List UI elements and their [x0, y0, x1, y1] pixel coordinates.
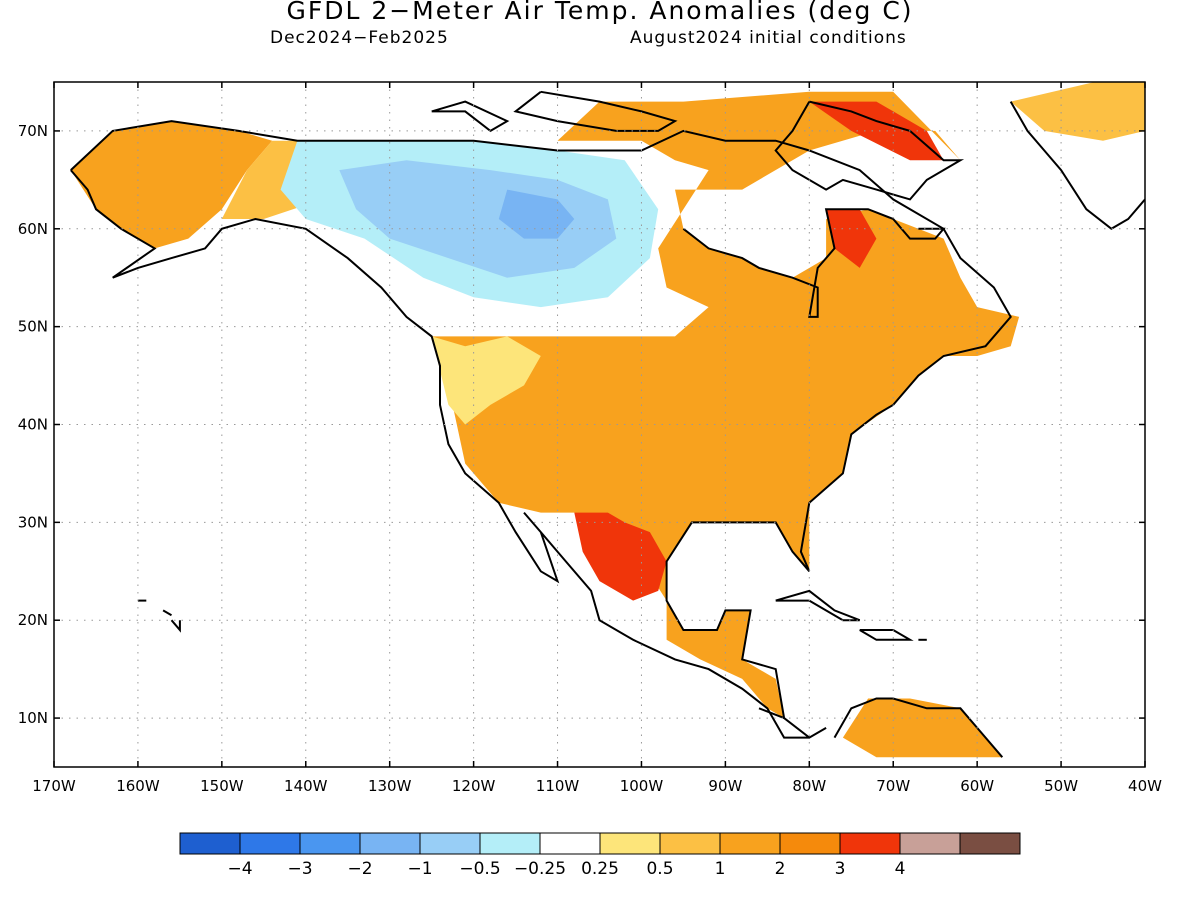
coastline-segment	[775, 589, 861, 622]
lon-tick-label: 120W	[452, 777, 496, 795]
lat-tick-label: 20N	[18, 611, 48, 629]
colorbar-swatch	[479, 832, 541, 855]
anomaly-region-warm_2_3	[826, 209, 877, 268]
coastline-segment	[758, 707, 785, 720]
lon-tick-label: 170W	[32, 777, 76, 795]
coastline-segment	[513, 90, 678, 132]
colorbar-swatch	[599, 832, 661, 855]
coastline-segment	[170, 619, 181, 633]
anomaly-region-cool_05_1	[339, 160, 617, 278]
colorbar-swatch	[839, 832, 901, 855]
anomaly-region-warm_2_3	[574, 512, 667, 601]
lon-tick-label: 100W	[620, 777, 664, 795]
colorbar-label: −1	[407, 859, 432, 879]
anomaly-region-warm_1_2	[842, 698, 1003, 758]
colorbar-swatch	[299, 832, 361, 855]
lat-tick-label: 30N	[18, 513, 48, 531]
axis-tick-labels: 70N 60N 50N 40N 30N 20N 10N 170W 160W 150W 140W 130…	[18, 82, 1162, 795]
lon-tick-label: 130W	[368, 777, 412, 795]
coastline-segment	[70, 120, 1012, 739]
colorbar-label: 0.5	[646, 859, 673, 879]
anomaly-region-warm_2_3	[809, 101, 944, 161]
colorbar-label: 2	[775, 859, 786, 879]
colorbar-swatch	[539, 832, 601, 855]
lat-tick-label: 40N	[18, 416, 48, 434]
lon-tick-label: 60W	[960, 777, 994, 795]
colorbar-label: −0.25	[514, 859, 566, 879]
lon-tick-label: 90W	[708, 777, 742, 795]
forecast-period: Dec2024−Feb2025	[270, 28, 449, 48]
colorbar-label: −3	[287, 859, 312, 879]
coastline-segment	[682, 208, 946, 318]
anomaly-region-warm_05_1	[1010, 82, 1145, 141]
lat-tick-label: 50N	[18, 318, 48, 336]
lon-tick-label: 110W	[536, 777, 580, 795]
coastline-segment	[431, 100, 510, 133]
colorbar-swatch	[239, 832, 301, 855]
colorbar-swatch	[419, 832, 481, 855]
anomaly-region-cool_1_2	[498, 189, 575, 239]
lon-tick-label: 140W	[284, 777, 328, 795]
lon-tick-label: 40W	[1128, 777, 1162, 795]
colorbar-swatch	[959, 832, 1021, 855]
coastline-segment	[774, 100, 965, 201]
color-scale-bar: −4 −3 −2 −1 −0.5 −0.25 0.25 0.5 1 2 3 4	[179, 832, 1021, 879]
anomaly-fill-layer	[70, 82, 1145, 758]
lat-tick-label: 10N	[18, 709, 48, 727]
graticule-layer	[54, 82, 1145, 767]
colorbar-swatch	[179, 832, 241, 855]
colorbar-swatch	[719, 832, 781, 855]
anomaly-region-warm_025_05	[431, 336, 541, 425]
coastline-segment	[859, 629, 914, 641]
colorbar-label: 3	[835, 859, 846, 879]
lon-tick-label: 80W	[792, 777, 826, 795]
coastline-segment	[1009, 101, 1145, 231]
colorbar-label: −2	[347, 859, 372, 879]
colorbar-label: 4	[895, 859, 906, 879]
lat-tick-label: 60N	[18, 220, 48, 238]
lon-tick-label: 150W	[200, 777, 244, 795]
colorbar-label: −4	[227, 859, 252, 879]
colorbar-swatch	[659, 832, 721, 855]
lat-tick-label: 70N	[18, 122, 48, 140]
lon-tick-label: 70W	[876, 777, 910, 795]
initial-conditions-label: August2024 initial conditions	[630, 28, 907, 48]
coastline-segment	[833, 697, 1004, 758]
colorbar-swatch	[359, 832, 421, 855]
colorbar-swatch	[899, 832, 961, 855]
colorbar-label: 1	[715, 859, 726, 879]
map-title: GFDL 2−Meter Air Temp. Anomalies (deg C)	[286, 0, 914, 25]
colorbar-label: −0.5	[459, 859, 500, 879]
anomaly-region-warm_1_2	[70, 121, 273, 249]
coastline-segment	[162, 609, 173, 617]
colorbar-label: 0.25	[581, 859, 619, 879]
colorbar-swatch	[779, 832, 841, 855]
lon-tick-label: 160W	[116, 777, 160, 795]
lon-tick-label: 50W	[1044, 777, 1078, 795]
